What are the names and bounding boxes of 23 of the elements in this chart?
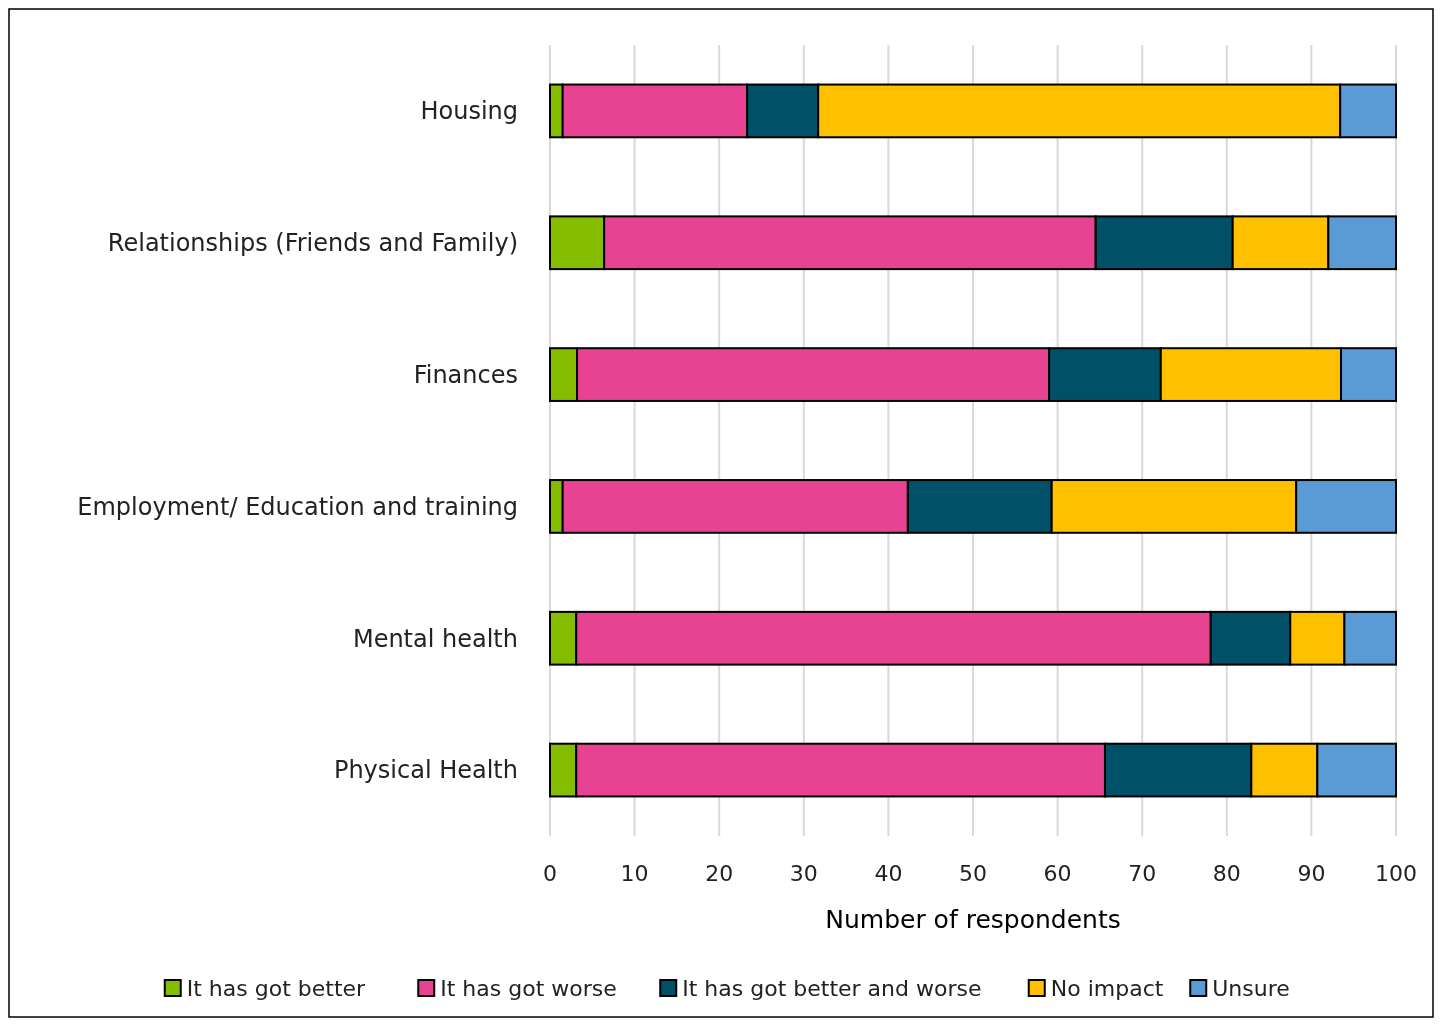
x-axis-title: Number of respondents (825, 905, 1121, 934)
x-tick-label: 50 (959, 861, 987, 886)
legend-label: No impact (1050, 975, 1164, 1001)
x-tick-label: 80 (1212, 861, 1241, 886)
x-tick-label: 70 (1128, 861, 1157, 886)
x-tick-label: 30 (789, 861, 818, 886)
y-tick-label: Mental health (352, 624, 518, 653)
y-tick-label: Employment/ Education and training (77, 492, 518, 521)
y-tick-label: Finances (413, 360, 518, 389)
y-tick-label: Relationships (Friends and Family) (107, 229, 518, 258)
x-tick-label: 0 (543, 861, 557, 886)
x-tick-label: 10 (620, 861, 649, 886)
x-tick-label: 20 (705, 861, 734, 886)
legend-label: It has got worse (440, 975, 617, 1001)
legend-label: It has got better and worse (682, 975, 982, 1001)
x-tick-label: 90 (1297, 861, 1326, 886)
legend-label: It has got better (186, 975, 367, 1001)
x-tick-label: 40 (874, 861, 903, 886)
x-tick-label: 60 (1043, 861, 1072, 886)
legend-label: Unsure (1212, 975, 1290, 1001)
x-tick-label: 100 (1375, 861, 1417, 886)
y-tick-label: Physical Health (333, 756, 518, 785)
y-tick-label: Housing (420, 97, 518, 126)
